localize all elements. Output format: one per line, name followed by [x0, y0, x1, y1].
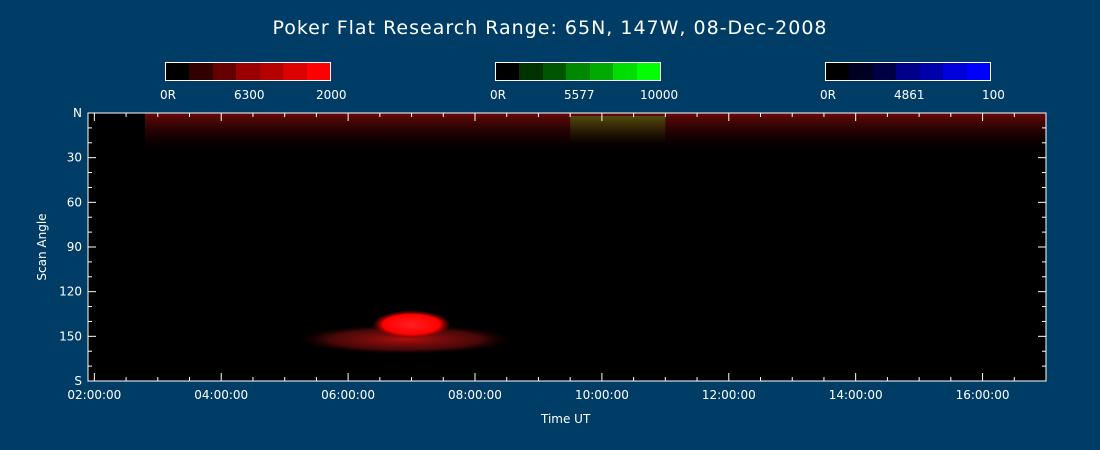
colorbar-segment	[872, 63, 897, 80]
colorbar-segment	[896, 63, 920, 80]
plot-area	[88, 113, 1046, 381]
y-tick-label: 120	[59, 285, 82, 299]
colorbar-segment	[566, 63, 590, 80]
colorbar-segment	[943, 63, 967, 80]
colorbar-max-label: 2000	[316, 88, 347, 102]
colorbar-segment	[259, 63, 284, 80]
x-tick-label: 10:00:00	[575, 388, 629, 402]
colorbar-segment	[519, 63, 543, 80]
colorbar-channel-label: 4861	[894, 88, 925, 102]
colorbar-min-label: 0R	[160, 88, 176, 102]
y-axis: N 30 60 90 120 150 S	[59, 106, 1046, 388]
emission-band-5577	[570, 115, 666, 143]
colorbar-6300	[165, 62, 331, 81]
colorbar-5577	[495, 62, 661, 81]
colorbar-segment	[236, 63, 260, 80]
colorbar-segment	[166, 63, 190, 80]
colorbar-segment	[849, 63, 873, 80]
y-tick-label: 90	[67, 240, 82, 254]
colorbar-segment	[966, 63, 990, 80]
y-tick-label: 150	[59, 329, 82, 343]
emission-blob-6300	[373, 311, 450, 338]
x-axis-title: Time UT	[541, 412, 591, 426]
colorbar-segment	[613, 63, 637, 80]
x-tick-label: 04:00:00	[194, 388, 248, 402]
colorbar-segment	[542, 63, 567, 80]
colorbar-channel-label: 6300	[234, 88, 265, 102]
colorbar-channel-label: 5577	[564, 88, 595, 102]
colorbar-max-label: 100	[982, 88, 1005, 102]
x-tick-label: 16:00:00	[956, 388, 1010, 402]
y-tick-label: 30	[67, 151, 82, 165]
colorbar-segment	[212, 63, 237, 80]
colorbar-segment	[826, 63, 850, 80]
colorbar-segment	[636, 63, 660, 80]
emission-blob-6300	[297, 324, 514, 355]
colorbar-4861-labels: 0R 4861 100	[820, 88, 1010, 102]
colorbar-5577-labels: 0R 5577 10000	[490, 88, 680, 102]
colorbar-segment	[919, 63, 944, 80]
x-tick-label: 14:00:00	[829, 388, 883, 402]
x-axis: 02:00:00 04:00:00 06:00:00 08:00:00 10:00:00…	[67, 113, 1015, 402]
colorbar-segment	[306, 63, 330, 80]
colorbar-segment	[189, 63, 213, 80]
colorbar-6300-labels: 0R 6300 2000	[160, 88, 350, 102]
colorbar-4861	[825, 62, 991, 81]
x-tick-label: 08:00:00	[448, 388, 502, 402]
x-tick-label: 12:00:00	[702, 388, 756, 402]
colorbar-segment	[283, 63, 307, 80]
colorbar-max-label: 10000	[640, 88, 679, 102]
x-tick-label: 02:00:00	[67, 388, 121, 402]
y-tick-label: S	[74, 374, 82, 388]
y-tick-label: N	[73, 106, 82, 120]
colorbar-min-label: 0R	[490, 88, 506, 102]
colorbar-min-label: 0R	[820, 88, 836, 102]
y-axis-title: Scan Angle	[35, 213, 49, 281]
x-tick-label: 06:00:00	[321, 388, 375, 402]
emission-features	[145, 113, 1046, 355]
y-tick-label: 60	[67, 195, 82, 209]
colorbar-segment	[496, 63, 520, 80]
colorbar-segment	[589, 63, 614, 80]
chart-title: Poker Flat Research Range: 65N, 147W, 08…	[272, 17, 828, 39]
